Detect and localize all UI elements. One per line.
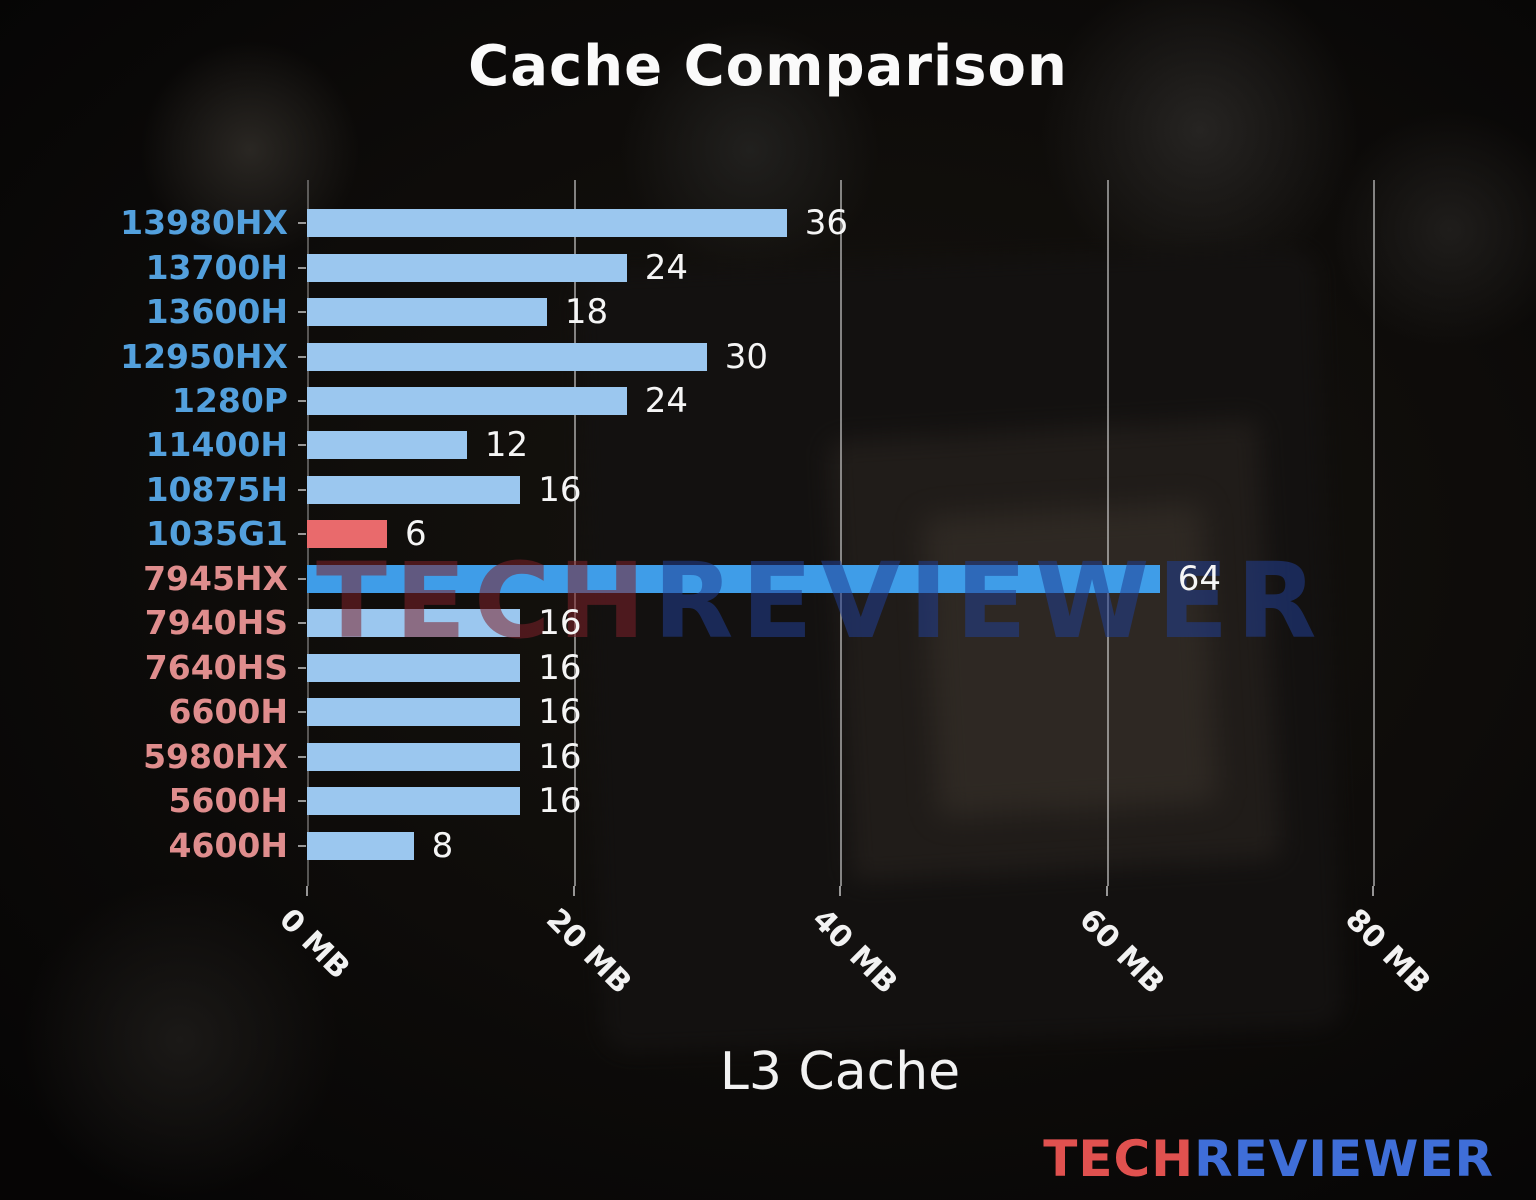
brand-footer-reviewer: REVIEWER	[1194, 1130, 1494, 1188]
bar	[307, 387, 627, 415]
category-label: 13700H	[145, 247, 288, 287]
y-tick-mark	[298, 577, 306, 580]
plot-area: 0 MB 20 MB 40 MB 60 MB 80 MB 36 24 18 30 24 12 16 6 6…	[272, 180, 1437, 1001]
watermark-tech: TECH	[316, 540, 654, 662]
y-tick-mark	[298, 666, 306, 669]
y-tick-mark	[298, 266, 306, 269]
category-label: 7940HS	[144, 603, 288, 643]
y-tick-mark	[298, 533, 306, 536]
bar	[307, 564, 1160, 593]
category-label: 5600H	[168, 781, 288, 821]
x-gridline	[573, 180, 576, 886]
brand-footer-tech: TECH	[1043, 1130, 1195, 1188]
bar-value: 12	[484, 425, 529, 466]
watermark-reviewer: REVIEWER	[653, 540, 1325, 662]
x-tick-label: 0 MB	[272, 902, 357, 987]
x-tick-mark	[1372, 886, 1374, 896]
x-tick-label: 80 MB	[1338, 902, 1438, 1001]
bar	[307, 653, 521, 682]
y-tick-mark	[298, 311, 306, 314]
category-label: 7945HX	[143, 558, 288, 598]
x-axis-label: L3 Cache	[719, 1042, 961, 1102]
y-tick-mark	[298, 222, 306, 225]
bar	[307, 520, 387, 549]
bar	[307, 831, 414, 860]
category-label: 11400H	[145, 425, 288, 465]
y-tick-mark	[298, 711, 306, 714]
bar-value: 24	[644, 247, 689, 288]
y-tick-mark	[298, 622, 306, 625]
chart-title: Cache Comparison	[468, 34, 1068, 99]
bar-value: 16	[538, 647, 582, 688]
x-tick-mark	[306, 886, 308, 896]
brand-footer: TECHREVIEWER	[1043, 1130, 1494, 1188]
category-label: 10875H	[145, 469, 288, 509]
y-tick-mark	[298, 488, 306, 491]
y-tick-mark	[298, 800, 306, 803]
x-gridline	[840, 180, 842, 886]
bar-value: 16	[538, 781, 582, 822]
bar	[307, 342, 707, 371]
y-tick-mark	[298, 844, 306, 847]
x-gridline	[1106, 180, 1109, 886]
y-tick-mark	[298, 400, 306, 402]
y-tick-mark	[298, 444, 306, 447]
category-label: 13600H	[145, 292, 288, 332]
bar	[307, 253, 627, 282]
bar	[307, 431, 467, 460]
category-label: 7640HS	[144, 647, 288, 687]
bar	[307, 787, 521, 816]
bar	[307, 742, 521, 771]
bar-value: 16	[538, 603, 582, 644]
x-tick-mark	[839, 886, 841, 896]
watermark-center: TECHREVIEWER	[316, 540, 1325, 662]
x-tick-mark	[1105, 886, 1108, 896]
bar	[307, 609, 521, 638]
category-label: 12950HX	[120, 336, 288, 376]
x-tick-mark	[572, 886, 575, 896]
bar-value: 8	[431, 825, 454, 866]
bar-value: 64	[1177, 558, 1222, 599]
y-tick-mark	[298, 355, 306, 358]
bar	[307, 698, 521, 727]
bar-value: 16	[538, 736, 582, 777]
bar	[307, 209, 787, 238]
category-label: 6600H	[168, 692, 288, 732]
category-label: 1280P	[171, 381, 288, 420]
bar-value: 16	[538, 692, 582, 733]
category-label: 13980HX	[120, 203, 288, 243]
bar-value: 24	[644, 381, 689, 421]
bar-value: 6	[404, 514, 427, 555]
bar-value: 16	[538, 469, 582, 510]
category-label: 5980HX	[143, 736, 288, 776]
category-label: 1035G1	[146, 514, 288, 554]
bar-value: 36	[804, 203, 848, 244]
x-gridline	[1373, 180, 1375, 886]
bar	[307, 298, 547, 327]
y-tick-mark	[298, 755, 306, 758]
bar-value: 18	[564, 292, 609, 333]
category-label: 4600H	[168, 825, 288, 865]
bar	[307, 475, 521, 504]
bar-value: 30	[724, 336, 769, 377]
